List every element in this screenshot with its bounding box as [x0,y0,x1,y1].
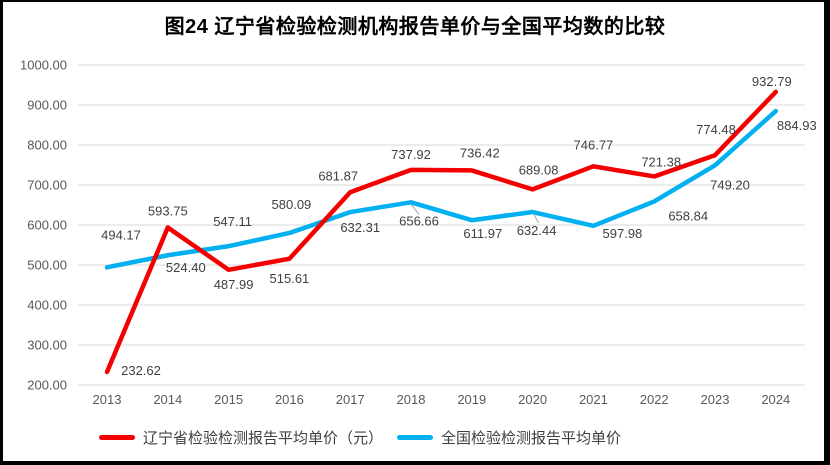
legend-swatch-national [397,435,433,440]
data-label: 689.08 [519,162,559,177]
data-label: 932.79 [752,74,792,89]
data-label: 547.11 [213,214,252,229]
legend-label-national: 全国检验检测报告平均单价 [441,430,622,447]
legend-label-liaoning: 辽宁省检验检测报告平均单价（元） [142,430,383,447]
x-axis-tick-label: 2021 [579,392,608,407]
x-axis-tick-label: 2020 [518,392,547,407]
data-label: 658.84 [668,208,708,223]
y-axis-tick-label: 700.00 [27,178,67,193]
data-label: 593.75 [148,204,188,219]
data-label: 232.62 [121,363,161,378]
y-axis-tick-label: 500.00 [27,258,67,273]
data-label: 597.98 [603,226,643,241]
x-axis-tick-label: 2018 [397,392,426,407]
chart-title: 图24 辽宁省检验检测机构报告单价与全国平均数的比较 [164,16,666,38]
series-line-0 [104,89,779,375]
data-label: 736.42 [460,145,500,160]
legend-item-national: 全国检验检测报告平均单价 [397,427,621,448]
x-axis-tick-label: 2023 [701,392,730,407]
data-label: 524.40 [166,260,206,275]
data-label: 494.17 [101,227,141,242]
data-label: 580.09 [272,197,312,212]
data-label: 749.20 [710,177,750,192]
x-axis-tick-label: 2013 [93,392,122,407]
legend-swatch-liaoning [98,435,135,440]
data-label: 611.97 [463,226,502,241]
data-label: 632.44 [517,223,557,238]
data-label: 737.92 [391,147,431,162]
chart-legend: 辽宁省检验检测报告平均单价（元） 全国检验检测报告平均单价 [0,427,775,448]
x-axis-tick-label: 2015 [214,392,243,407]
data-label: 721.38 [641,154,681,169]
y-axis-tick-label: 800.00 [27,138,67,153]
y-axis-tick-label: 900.00 [27,98,67,113]
data-label: 632.31 [340,220,380,235]
y-axis-tick-label: 300.00 [27,338,67,353]
x-axis-tick-label: 2022 [640,392,669,407]
y-axis-tick-label: 1000.00 [20,58,67,73]
data-label: 746.77 [574,137,614,152]
data-label-leader [533,213,540,224]
data-label: 681.87 [318,168,358,183]
x-axis-tick-label: 2017 [336,392,365,407]
data-label: 656.66 [399,213,439,228]
x-axis-tick-label: 2016 [275,392,304,407]
y-axis-tick-label: 400.00 [27,298,67,313]
data-label: 774.48 [696,122,736,137]
y-axis-tick-label: 200.00 [27,378,67,393]
x-axis-tick-label: 2014 [153,392,182,407]
data-label: 515.61 [270,271,310,286]
data-label-leader [410,204,420,215]
x-axis-tick-label: 2019 [457,392,486,407]
series-line-1 [104,108,779,270]
legend-item-liaoning: 辽宁省检验检测报告平均单价（元） [98,427,383,448]
data-label: 884.93 [777,118,817,133]
y-axis-tick-label: 600.00 [27,218,67,233]
x-axis-tick-label: 2024 [761,392,790,407]
data-label: 487.99 [214,277,254,292]
